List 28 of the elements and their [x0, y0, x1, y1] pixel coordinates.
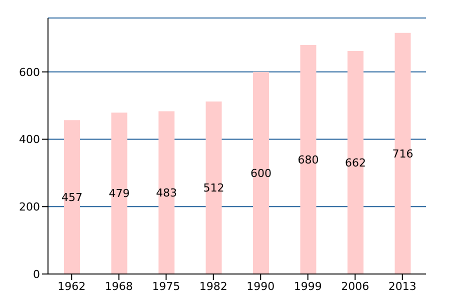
data-label: 662	[345, 156, 366, 170]
bar	[394, 32, 411, 274]
bar	[158, 111, 174, 274]
y-tick-label: 0	[33, 268, 40, 281]
y-tick-label: 200	[19, 200, 40, 214]
y-tick-label: 600	[19, 66, 40, 79]
x-tick-label: 2013	[388, 280, 416, 293]
data-label: 512	[203, 182, 224, 195]
x-tick-label: 2006	[341, 280, 370, 293]
bar	[111, 112, 128, 274]
bar	[253, 72, 269, 274]
bar	[348, 51, 364, 274]
data-label: 600	[250, 166, 272, 180]
x-tick-label: 1962	[58, 280, 86, 293]
x-tick-label: 1990	[246, 280, 275, 293]
data-label: 457	[62, 190, 82, 204]
bar	[300, 44, 316, 274]
x-tick-label: 1999	[294, 280, 322, 293]
bar	[206, 102, 222, 274]
y-tick-label: 400	[19, 133, 40, 146]
data-label: 680	[298, 153, 319, 166]
bar	[64, 120, 80, 274]
data-label: 716	[392, 147, 414, 160]
data-label: 483	[156, 186, 177, 200]
x-tick-label: 1968	[104, 280, 133, 293]
x-tick-label: 1982	[199, 280, 228, 293]
x-tick-label: 1975	[152, 280, 180, 293]
data-label: 479	[108, 187, 130, 200]
